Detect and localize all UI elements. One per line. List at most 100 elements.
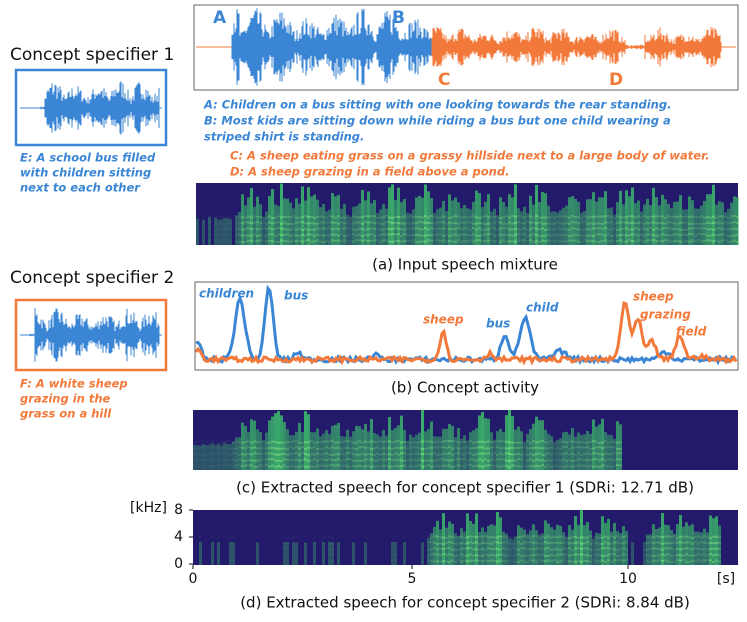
harmonic — [607, 228, 610, 231]
harmonic — [583, 228, 586, 231]
harmonic — [202, 453, 205, 456]
harmonic — [556, 233, 559, 236]
spectrogram-column — [727, 208, 730, 245]
harmonic — [415, 215, 418, 218]
harmonic — [556, 440, 559, 443]
harmonic — [523, 227, 526, 230]
harmonic — [298, 441, 301, 444]
spectrogram-column — [352, 542, 355, 565]
harmonic — [667, 215, 670, 218]
harmonic — [532, 554, 535, 557]
spectrogram-column — [391, 429, 394, 470]
harmonic — [454, 222, 457, 225]
harmonic — [451, 535, 454, 538]
harmonic — [367, 458, 370, 461]
harmonic — [679, 535, 682, 538]
harmonic — [214, 240, 217, 243]
harmonic — [637, 234, 640, 237]
harmonic — [277, 465, 280, 468]
harmonic — [442, 227, 445, 230]
harmonic — [376, 216, 379, 219]
harmonic — [541, 453, 544, 456]
harmonic — [571, 553, 574, 556]
harmonic — [346, 465, 349, 468]
harmonic — [490, 464, 493, 467]
harmonic — [562, 465, 565, 468]
harmonic — [379, 465, 382, 468]
harmonic — [709, 222, 712, 225]
spectrogram-column — [616, 531, 619, 565]
harmonic — [547, 459, 550, 462]
harmonic — [595, 465, 598, 468]
harmonic — [505, 541, 508, 544]
harmonic — [322, 548, 325, 551]
harmonic — [511, 459, 514, 462]
harmonic — [550, 446, 553, 449]
harmonic — [361, 459, 364, 462]
spectrogram-column — [274, 204, 277, 245]
specifier-box — [14, 298, 168, 372]
harmonic — [346, 447, 349, 450]
harmonic — [571, 560, 574, 563]
harmonic — [400, 441, 403, 444]
description: D: A sheep grazing in a field above a po… — [230, 165, 509, 179]
harmonic — [538, 228, 541, 231]
harmonic — [280, 459, 283, 462]
harmonic — [580, 464, 583, 467]
harmonic — [400, 216, 403, 219]
spectrogram-column — [226, 218, 229, 245]
harmonic — [490, 553, 493, 556]
harmonic — [571, 234, 574, 237]
harmonic — [238, 464, 241, 467]
harmonic — [643, 222, 646, 225]
spectrogram-column — [580, 212, 583, 245]
spectrogram-column — [631, 542, 634, 565]
harmonic — [556, 227, 559, 230]
spectrogram-column — [691, 200, 694, 245]
spectrogram-column — [616, 202, 619, 245]
harmonic — [385, 453, 388, 456]
harmonic — [250, 239, 253, 242]
spectrogram-column — [424, 431, 427, 470]
spectrogram-column — [472, 430, 475, 470]
harmonic — [538, 447, 541, 450]
harmonic — [526, 541, 529, 544]
harmonic — [313, 560, 316, 563]
harmonic — [463, 440, 466, 443]
harmonic — [274, 453, 277, 456]
spectrogram-column — [601, 197, 604, 245]
harmonic — [295, 541, 298, 544]
harmonic — [229, 542, 232, 545]
spectrogram-column — [433, 213, 436, 245]
harmonic — [589, 548, 592, 551]
harmonic — [529, 221, 532, 224]
harmonic — [535, 453, 538, 456]
harmonic — [322, 453, 325, 456]
harmonic — [463, 446, 466, 449]
harmonic — [388, 453, 391, 456]
harmonic — [523, 222, 526, 225]
harmonic — [376, 227, 379, 230]
harmonic — [478, 458, 481, 461]
activity-label: field — [676, 325, 707, 339]
harmonic — [553, 458, 556, 461]
harmonic — [265, 234, 268, 237]
harmonic — [490, 453, 493, 456]
harmonic — [469, 553, 472, 556]
harmonic — [241, 234, 244, 237]
spectrogram-column — [490, 524, 493, 565]
harmonic — [220, 453, 223, 456]
harmonic — [643, 535, 646, 538]
harmonic — [655, 227, 658, 230]
harmonic — [493, 216, 496, 219]
harmonic — [631, 221, 634, 224]
spectrogram-column — [277, 205, 280, 245]
spectrogram-column — [637, 200, 640, 245]
harmonic — [409, 441, 412, 444]
spectrogram-column — [625, 531, 628, 565]
harmonic — [685, 560, 688, 563]
harmonic — [583, 559, 586, 562]
harmonic — [442, 458, 445, 461]
harmonic — [460, 553, 463, 556]
harmonic — [301, 441, 304, 444]
